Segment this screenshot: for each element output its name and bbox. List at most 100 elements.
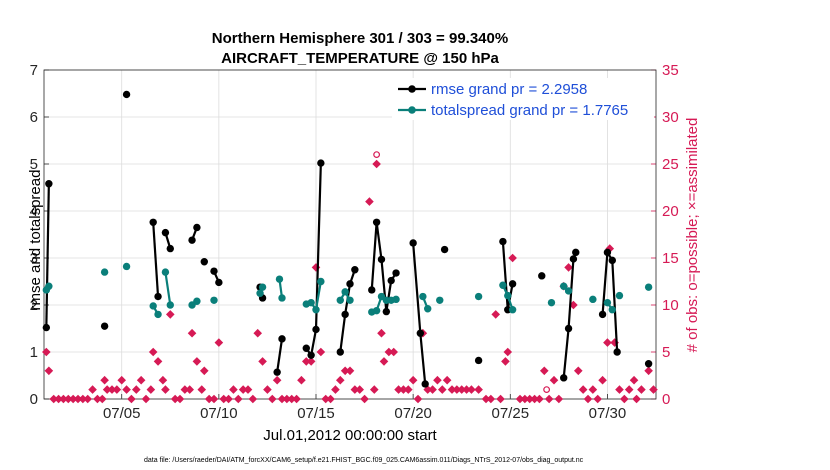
spread-point [615,291,624,300]
obs-assimilated-marker [588,385,598,394]
legend-spread-marker [408,106,416,114]
obs-assimilated-marker [408,375,418,385]
obs-assimilated-marker [44,366,54,376]
obs-assimilated-marker [141,394,151,404]
rmse-point [42,323,51,332]
obs-assimilated-marker [620,394,629,404]
rmse-point [200,258,208,266]
rmse-point [100,322,109,330]
obs-assimilated-marker [238,385,248,394]
spread-line-segment [164,271,172,306]
y2-tick-label: 0 [662,391,670,408]
obs-assimilated-marker [272,375,282,385]
rmse-point [45,180,53,188]
obs-assimilated-marker [496,394,505,404]
plot-frame [43,69,657,400]
x-axis-label: Jul.01,2012 00:00:00 start [263,427,437,444]
obs-assimilated-marker [287,394,297,404]
obs-assimilated-marker [503,347,513,357]
obs-assimilated-marker [467,385,476,394]
rmse-point [608,256,616,265]
spread-point [499,281,507,289]
chart-subtitle: AIRCRAFT_TEMPERATURE @ 150 hPa [221,50,499,67]
obs-assimilated-marker [615,385,624,394]
y2-tick-label: 10 [662,297,679,314]
obs-assimilated-marker [564,263,573,272]
obs-assimilated-marker [185,385,195,394]
spread-point [258,283,267,291]
y2-tick-label: 15 [662,250,679,267]
rmse-point [603,248,612,257]
rmse-point [188,236,196,244]
rmse-point [351,266,359,274]
y2-axis-label: # of obs: o=possible; ×=assimilated [684,118,701,353]
obs-assimilated-marker [474,385,483,394]
x-tick-label: 07/15 [297,405,335,422]
obs-assimilated-marker [399,385,408,394]
obs-assimilated-marker [263,385,272,394]
data-file-footer: data file: /Users/raeder/DAI/ATM_forcXX/… [144,457,584,464]
spread-point [547,298,556,307]
obs-possible-marker [373,151,381,159]
obs-assimilated-marker [598,375,607,385]
spread-point [346,296,354,304]
y-tick-label: 3 [30,250,38,267]
obs-assimilated-marker [297,375,306,385]
rmse-point [613,348,621,356]
spread-point [256,289,264,297]
spread-point [372,306,381,315]
spread-point [341,288,349,296]
obs-assimilated-marker [204,394,214,404]
obs-assimilated-marker [501,357,510,366]
y2-tick-labels: 0 5 10 15 20 25 30 35 [662,62,679,408]
obs-assimilated-marker [146,385,156,394]
rmse-point [336,348,344,356]
spread-point [392,295,400,304]
obs-assimilated-marker [447,385,457,394]
obs-assimilated-marker [462,385,471,394]
obs-assimilated-marker [554,394,564,404]
spread-point [210,296,218,304]
spread-point [278,294,286,302]
obs-assimilated-marker [161,385,170,394]
spread-point [161,268,170,276]
obs-assimilated-marker [209,394,219,404]
rmse-point [368,286,376,294]
obs-assimilated-marker [355,385,365,394]
obs-assimilated-marker [569,300,578,310]
obs-assimilated-marker [165,310,175,319]
obs-assimilated-marker [112,385,122,394]
rmse-point [508,280,517,288]
obs-assimilated-marker [229,385,238,394]
y-axis-label: rmse and totalspread [27,170,44,311]
obs-assimilated-marker [437,385,447,394]
spread-point [307,298,315,307]
obs-assimilated-marker [603,338,612,347]
x-tick-label: 07/20 [394,405,432,422]
spread-point [312,306,320,314]
rmse-line-segment [412,242,427,385]
spread-point [603,298,612,307]
rmse-point [346,280,354,288]
rmse-point [560,374,568,382]
obs-assimilated-marker [345,366,355,376]
obs-assimilated-marker [301,357,311,366]
obs-assimilated-marker [107,385,117,394]
obs-assimilated-marker [63,394,73,404]
spread-point [436,296,444,304]
x-tick-label: 07/30 [589,405,627,422]
rmse-point [440,245,449,254]
obs-assimilated-marker [508,253,517,263]
obs-assimilated-marker [54,394,63,404]
obs-assimilated-marker [219,394,229,404]
obs-assimilated-marker [525,394,535,404]
obs-assimilated-marker [637,385,646,394]
y-tick-label: 4 [30,203,38,220]
obs-assimilated-marker [549,375,559,385]
spread-point [317,277,325,286]
spread-point [419,292,427,301]
spread-point [100,268,109,276]
x-tick-label: 07/25 [492,405,530,422]
spread-point [644,283,653,291]
